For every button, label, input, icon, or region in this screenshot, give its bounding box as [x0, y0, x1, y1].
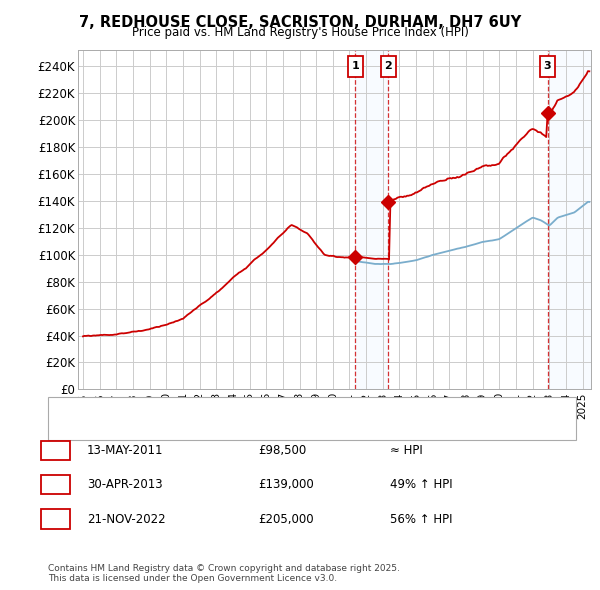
FancyBboxPatch shape	[381, 55, 396, 77]
7, REDHOUSE CLOSE, SACRISTON, DURHAM, DH7 6UY (semi-detached house)	[79, 333, 86, 340]
Text: Contains HM Land Registry data © Crown copyright and database right 2025.
This d: Contains HM Land Registry data © Crown c…	[48, 563, 400, 583]
Text: ≈ HPI: ≈ HPI	[390, 444, 423, 457]
Text: HPI: Average price, semi-detached house, County Durham: HPI: Average price, semi-detached house,…	[81, 424, 399, 434]
7, REDHOUSE CLOSE, SACRISTON, DURHAM, DH7 6UY (semi-detached house)	[562, 93, 569, 100]
HPI: Average price, semi-detached house, County Durham: (2.03e+03, 1.39e+05): Average price, semi-detached house, Coun…	[584, 198, 592, 205]
FancyBboxPatch shape	[348, 55, 363, 77]
Text: 49% ↑ HPI: 49% ↑ HPI	[390, 478, 452, 491]
Text: —: —	[60, 420, 77, 438]
7, REDHOUSE CLOSE, SACRISTON, DURHAM, DH7 6UY (semi-detached house)	[281, 228, 288, 235]
Line: HPI: Average price, semi-detached house, County Durham: HPI: Average price, semi-detached house,…	[353, 202, 589, 264]
Text: 2: 2	[385, 61, 392, 71]
HPI: Average price, semi-detached house, County Durham: (2.02e+03, 1.13e+05): Average price, semi-detached house, Coun…	[498, 234, 505, 241]
Bar	[355, 50, 388, 389]
Text: Price paid vs. HM Land Registry's House Price Index (HPI): Price paid vs. HM Land Registry's House …	[131, 26, 469, 39]
7, REDHOUSE CLOSE, SACRISTON, DURHAM, DH7 6UY (semi-detached house)	[187, 310, 194, 317]
HPI: Average price, semi-detached house, County Durham: (2.02e+03, 1.11e+05): Average price, semi-detached house, Coun…	[490, 237, 497, 244]
Text: 3: 3	[51, 513, 59, 526]
7, REDHOUSE CLOSE, SACRISTON, DURHAM, DH7 6UY (semi-detached house)	[584, 68, 592, 75]
HPI: Average price, semi-detached house, County Durham: (2.01e+03, 9.31e+04): Average price, semi-detached house, Coun…	[377, 261, 384, 268]
Text: 21-NOV-2022: 21-NOV-2022	[87, 513, 166, 526]
7, REDHOUSE CLOSE, SACRISTON, DURHAM, DH7 6UY (semi-detached house)	[586, 68, 593, 75]
Text: £98,500: £98,500	[258, 444, 306, 457]
HPI: Average price, semi-detached house, County Durham: (2.01e+03, 9.53e+04): Average price, semi-detached house, Coun…	[349, 258, 356, 265]
Text: —: —	[60, 400, 77, 418]
7, REDHOUSE CLOSE, SACRISTON, DURHAM, DH7 6UY (semi-detached house)	[514, 140, 521, 148]
HPI: Average price, semi-detached house, County Durham: (2.03e+03, 1.39e+05): Average price, semi-detached house, Coun…	[586, 198, 593, 205]
FancyBboxPatch shape	[540, 55, 555, 77]
HPI: Average price, semi-detached house, County Durham: (2.02e+03, 1.25e+05): Average price, semi-detached house, Coun…	[551, 217, 558, 224]
Text: 1: 1	[51, 444, 59, 457]
HPI: Average price, semi-detached house, County Durham: (2.02e+03, 1.22e+05): Average price, semi-detached house, Coun…	[516, 222, 523, 229]
7, REDHOUSE CLOSE, SACRISTON, DURHAM, DH7 6UY (semi-detached house)	[218, 284, 226, 291]
Text: 1: 1	[352, 61, 359, 71]
Text: £205,000: £205,000	[258, 513, 314, 526]
Text: 7, REDHOUSE CLOSE, SACRISTON, DURHAM, DH7 6UY: 7, REDHOUSE CLOSE, SACRISTON, DURHAM, DH…	[79, 15, 521, 30]
Text: 2: 2	[51, 478, 59, 491]
Bar	[548, 50, 591, 389]
7, REDHOUSE CLOSE, SACRISTON, DURHAM, DH7 6UY (semi-detached house)	[284, 225, 291, 232]
Text: £139,000: £139,000	[258, 478, 314, 491]
Text: 3: 3	[544, 61, 551, 71]
Text: 30-APR-2013: 30-APR-2013	[87, 478, 163, 491]
Text: 13-MAY-2011: 13-MAY-2011	[87, 444, 163, 457]
Text: 56% ↑ HPI: 56% ↑ HPI	[390, 513, 452, 526]
HPI: Average price, semi-detached house, County Durham: (2.01e+03, 9.38e+04): Average price, semi-detached house, Coun…	[394, 260, 401, 267]
HPI: Average price, semi-detached house, County Durham: (2.02e+03, 1.29e+05): Average price, semi-detached house, Coun…	[562, 212, 569, 219]
Text: 7, REDHOUSE CLOSE, SACRISTON, DURHAM, DH7 6UY (semi-detached house): 7, REDHOUSE CLOSE, SACRISTON, DURHAM, DH…	[81, 404, 507, 414]
Line: 7, REDHOUSE CLOSE, SACRISTON, DURHAM, DH7 6UY (semi-detached house): 7, REDHOUSE CLOSE, SACRISTON, DURHAM, DH…	[83, 71, 589, 336]
